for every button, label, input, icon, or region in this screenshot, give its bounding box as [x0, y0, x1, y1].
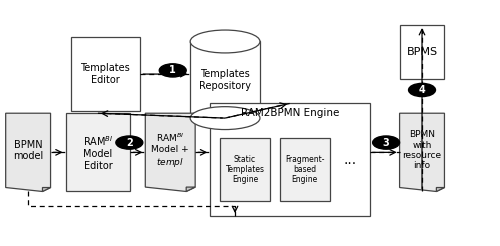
- FancyBboxPatch shape: [66, 113, 130, 191]
- FancyBboxPatch shape: [190, 42, 260, 118]
- Polygon shape: [146, 113, 195, 191]
- FancyBboxPatch shape: [210, 103, 370, 216]
- Text: 4: 4: [418, 85, 426, 95]
- Text: Static
Templates
Engine: Static Templates Engine: [226, 154, 264, 184]
- FancyBboxPatch shape: [400, 25, 444, 79]
- Text: Templates
Repository: Templates Repository: [199, 69, 251, 91]
- Polygon shape: [400, 113, 444, 191]
- FancyBboxPatch shape: [70, 37, 140, 111]
- Text: RAM2BPMN Engine: RAM2BPMN Engine: [240, 108, 339, 118]
- Text: Templates
Editor: Templates Editor: [80, 63, 130, 85]
- Polygon shape: [436, 187, 444, 191]
- Text: BPMN
model: BPMN model: [13, 139, 43, 161]
- Ellipse shape: [190, 30, 260, 53]
- Text: BPMS: BPMS: [406, 47, 438, 57]
- Text: 1: 1: [170, 65, 176, 76]
- Text: BPMN
with
resource
info: BPMN with resource info: [402, 130, 442, 170]
- FancyBboxPatch shape: [280, 138, 330, 201]
- Circle shape: [160, 64, 186, 77]
- Text: 2: 2: [126, 138, 132, 148]
- Text: Fragment-
based
Engine: Fragment- based Engine: [285, 154, 325, 184]
- Circle shape: [408, 83, 436, 97]
- Circle shape: [372, 136, 400, 149]
- Text: RAM$^{BI}$
Model
Editor: RAM$^{BI}$ Model Editor: [82, 134, 113, 171]
- Circle shape: [116, 136, 143, 149]
- Text: 3: 3: [382, 138, 390, 148]
- Text: ...: ...: [343, 153, 356, 167]
- FancyBboxPatch shape: [220, 138, 270, 201]
- Ellipse shape: [190, 107, 260, 130]
- Polygon shape: [42, 187, 50, 191]
- Text: RAM$^{BI}$
Model +
$\it{templ}$: RAM$^{BI}$ Model + $\it{templ}$: [152, 131, 189, 169]
- Polygon shape: [6, 113, 51, 191]
- Polygon shape: [186, 187, 195, 191]
